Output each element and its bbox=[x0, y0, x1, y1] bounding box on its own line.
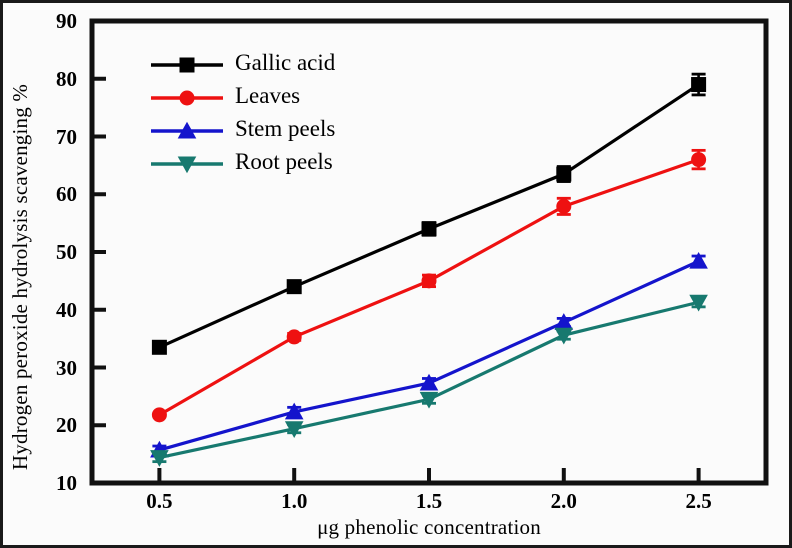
y-tick-label: 50 bbox=[56, 240, 77, 264]
y-tick-label: 60 bbox=[56, 182, 77, 207]
data-point-1 bbox=[556, 198, 572, 214]
legend-marker-0 bbox=[179, 57, 195, 73]
axis-ticks bbox=[94, 76, 701, 481]
data-point-3 bbox=[284, 421, 304, 439]
y-tick-label: 90 bbox=[56, 9, 77, 33]
data-point-2 bbox=[419, 373, 439, 391]
y-tick-label: 30 bbox=[56, 355, 77, 380]
y-tick-label: 80 bbox=[56, 66, 77, 91]
data-point-3 bbox=[419, 391, 439, 409]
y-tick-label: 70 bbox=[56, 124, 77, 149]
y-tick-label: 10 bbox=[56, 471, 77, 495]
y-tick-label: 20 bbox=[56, 413, 77, 438]
legend-marker-1 bbox=[179, 90, 195, 106]
plot-frame bbox=[89, 18, 769, 486]
x-axis-title: μg phenolic concentration bbox=[317, 515, 541, 539]
x-tick-label: 1.0 bbox=[281, 489, 308, 513]
data-point-0 bbox=[421, 221, 437, 237]
y-tick-label: 40 bbox=[56, 297, 77, 322]
legend-label-3: Root peels bbox=[235, 149, 333, 174]
data-point-0 bbox=[691, 77, 707, 93]
data-point-3 bbox=[150, 450, 169, 467]
x-tick-label: 0.5 bbox=[146, 489, 173, 513]
data-point-3 bbox=[554, 327, 574, 345]
data-point-2 bbox=[284, 402, 304, 420]
data-point-0 bbox=[286, 279, 302, 295]
legend-label-2: Stem peels bbox=[235, 116, 336, 141]
legend-marker-3 bbox=[177, 156, 197, 174]
legend-markers bbox=[151, 57, 223, 174]
y-axis-title: Hydrogen peroxide hydrolysis scavenging … bbox=[7, 83, 32, 471]
legend-label-1: Leaves bbox=[235, 83, 301, 108]
plot-border bbox=[89, 18, 769, 486]
legend-marker-2 bbox=[177, 121, 197, 139]
x-tick-label: 2.0 bbox=[550, 489, 577, 513]
data-point-1 bbox=[286, 329, 302, 345]
data-series bbox=[150, 72, 708, 467]
data-point-0 bbox=[556, 166, 572, 182]
x-tick-label: 1.5 bbox=[415, 489, 443, 513]
data-point-1 bbox=[691, 152, 707, 168]
chart-canvas bbox=[89, 18, 769, 486]
data-point-0 bbox=[151, 339, 167, 355]
data-point-3 bbox=[689, 294, 708, 312]
legend-label-0: Gallic acid bbox=[235, 50, 336, 75]
x-tick-label: 2.5 bbox=[685, 489, 712, 513]
data-point-2 bbox=[554, 313, 574, 330]
series-line-2 bbox=[158, 259, 700, 452]
data-point-1 bbox=[421, 273, 437, 289]
data-point-1 bbox=[151, 407, 167, 423]
data-point-2 bbox=[689, 251, 708, 269]
